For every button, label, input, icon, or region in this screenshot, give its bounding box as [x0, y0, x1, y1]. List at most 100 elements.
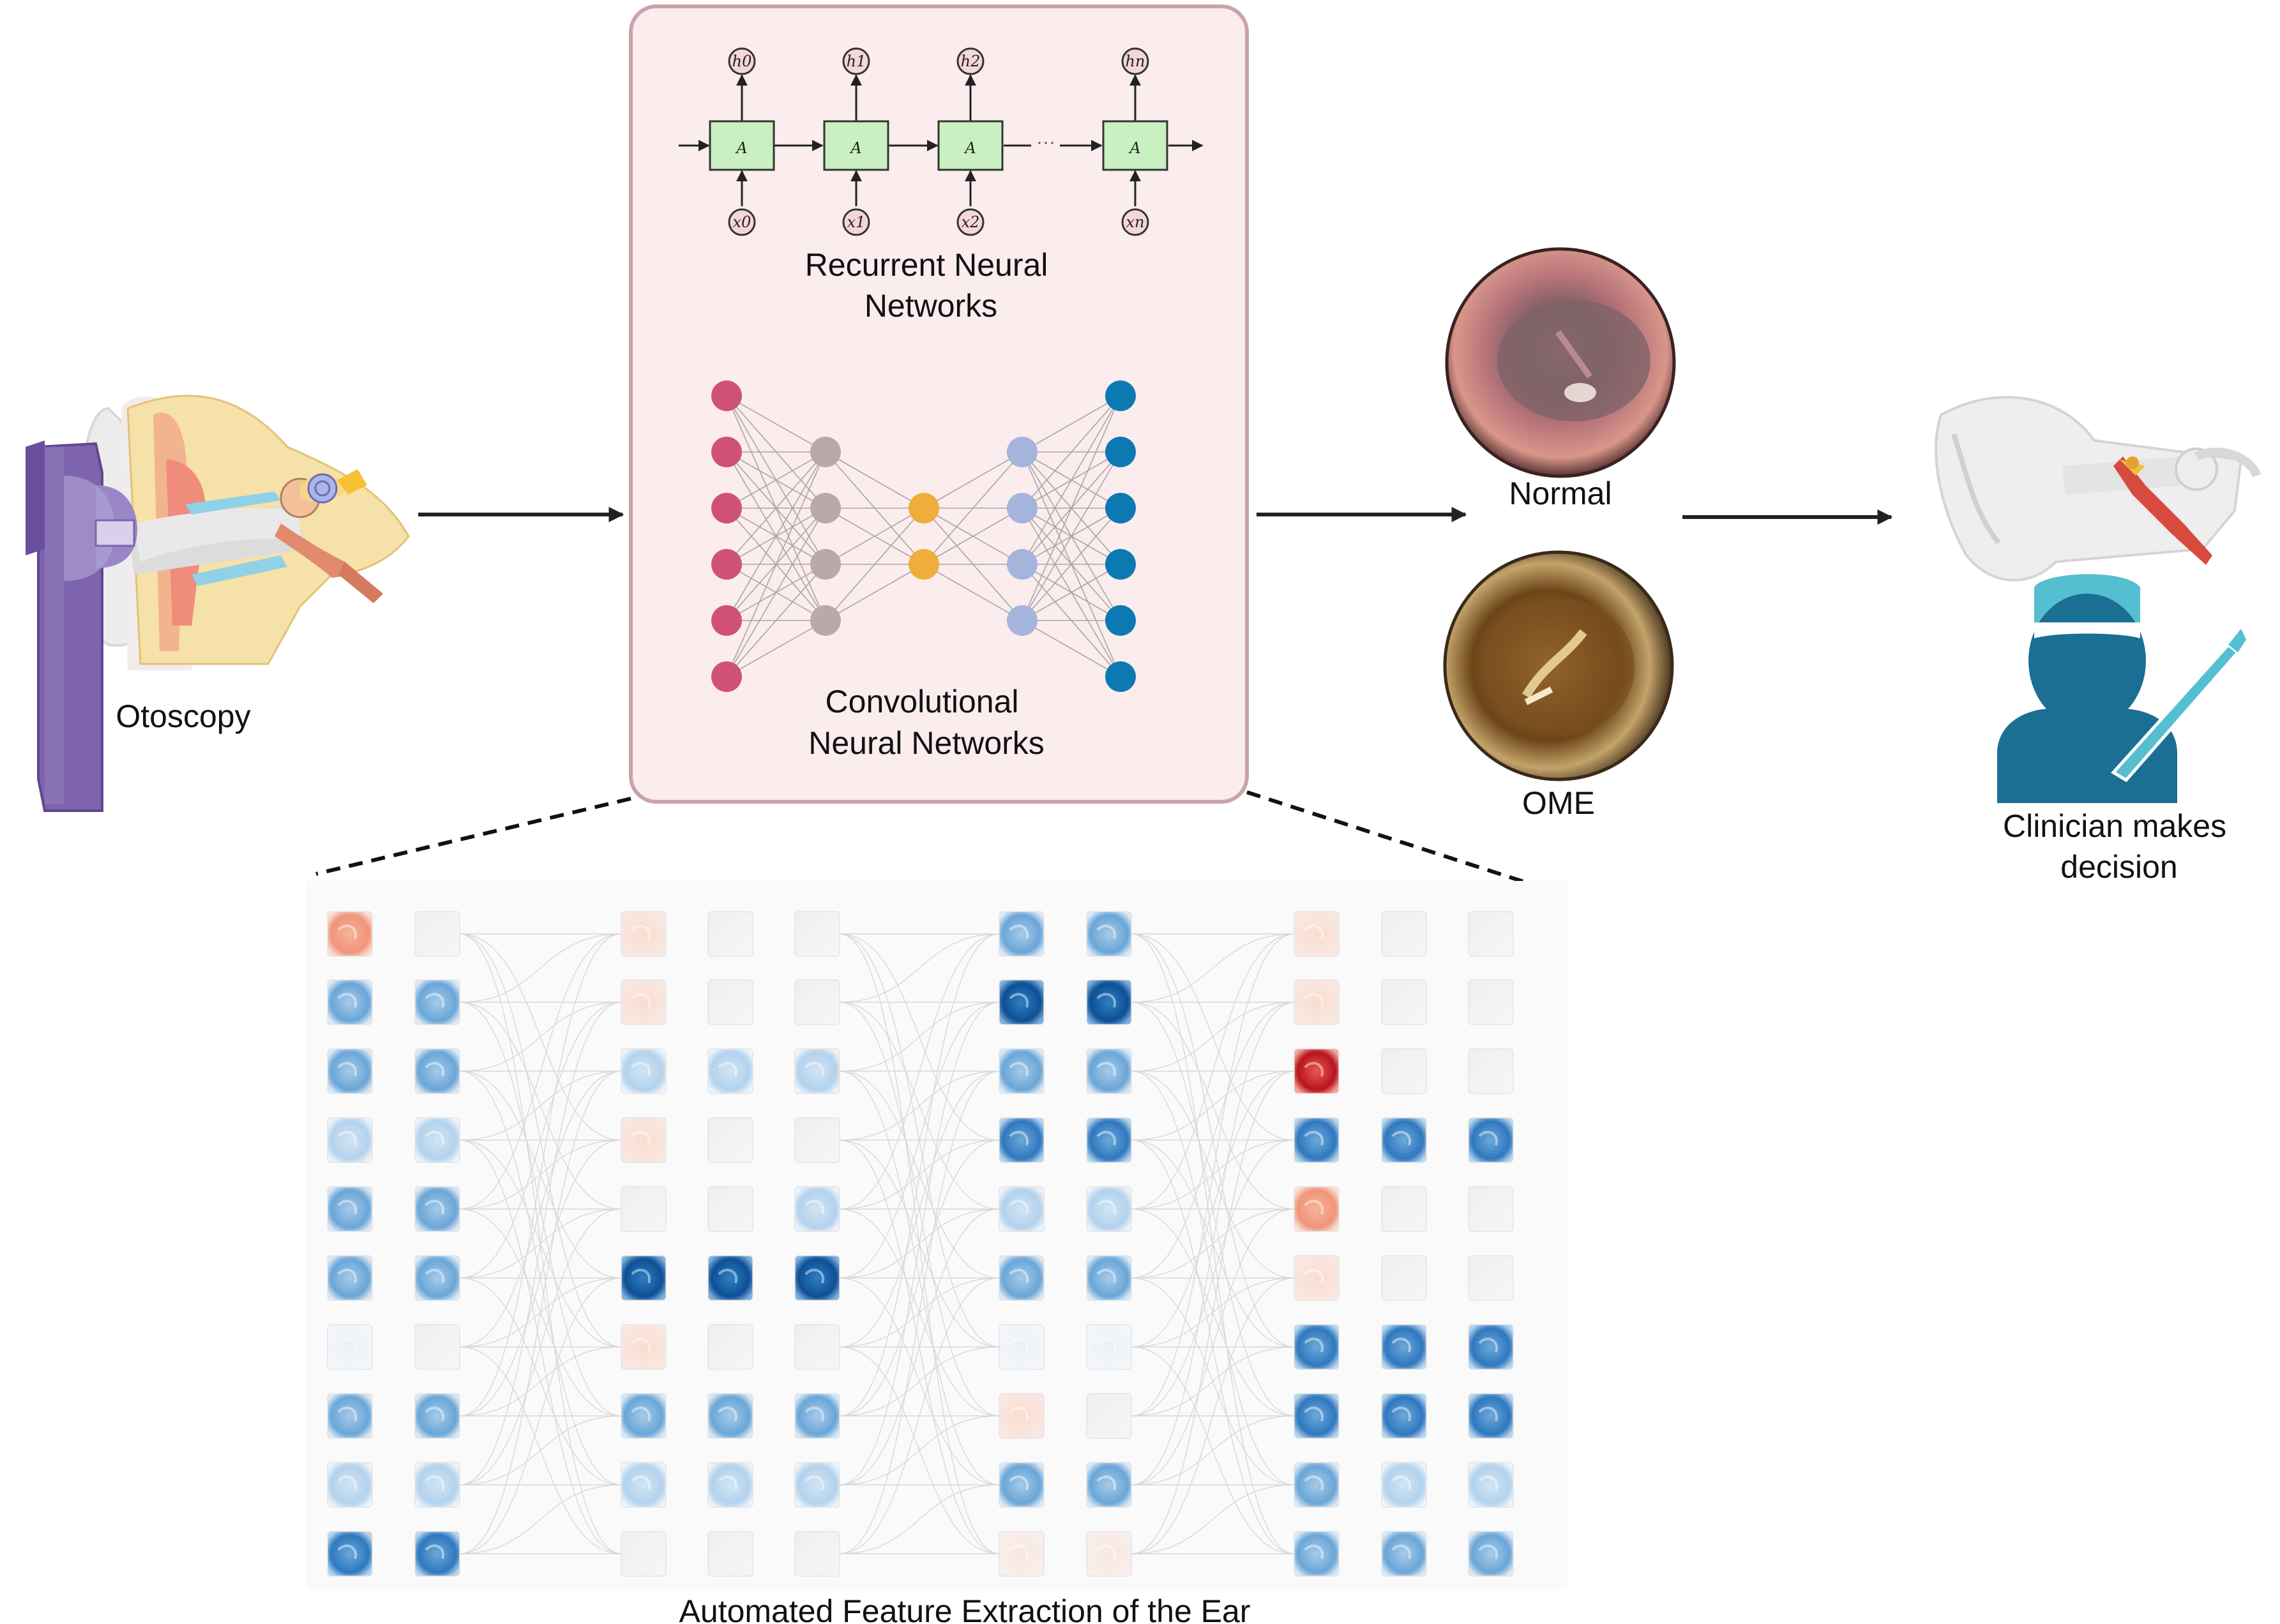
- feature-map-texture: [631, 1131, 651, 1146]
- feature-map-tile: [1294, 1393, 1340, 1439]
- feature-map-texture: [1304, 1406, 1324, 1422]
- feature-map-texture: [1304, 1337, 1324, 1353]
- feature-map-tile: [1381, 1531, 1427, 1577]
- feature-map-tile: [414, 911, 460, 957]
- feature-map-tile: [1381, 1117, 1427, 1163]
- cnn-node: [1007, 605, 1038, 636]
- svg-text:x2: x2: [962, 213, 980, 231]
- feature-map-tile: [621, 979, 667, 1025]
- feature-map-tile: [707, 1117, 753, 1163]
- feature-map-texture: [718, 1062, 738, 1077]
- cnn-node: [1007, 493, 1038, 523]
- cnn-edge: [923, 564, 1023, 621]
- feature-map-tile: [999, 1462, 1045, 1508]
- feature-map-tile: [999, 1186, 1045, 1232]
- feature-map-tile: [414, 1393, 460, 1439]
- cnn-node: [1105, 549, 1136, 580]
- feature-map-tile: [1086, 911, 1132, 957]
- feature-map-tile: [414, 1324, 460, 1370]
- feature-map-tile: [1086, 1255, 1132, 1301]
- feature-map-texture: [1009, 1199, 1029, 1215]
- feature-map-texture: [631, 924, 651, 940]
- feature-map-texture: [337, 993, 358, 1008]
- feature-connection: [1131, 933, 1295, 1210]
- feature-connection: [1131, 1139, 1295, 1417]
- feature-map-texture: [804, 1475, 825, 1491]
- feature-connection: [459, 1415, 622, 1485]
- cnn-node: [711, 605, 742, 636]
- cnn-edge: [1022, 395, 1121, 621]
- cnn-edges: [726, 395, 1121, 677]
- feature-connection: [1131, 1002, 1295, 1279]
- feature-connection: [1131, 933, 1295, 1417]
- feature-map-texture: [1391, 1406, 1412, 1422]
- feature-map-texture: [631, 1337, 651, 1353]
- feature-map-texture: [1304, 1062, 1324, 1077]
- flow-arrows: [418, 507, 1893, 525]
- cnn-node: [810, 605, 841, 636]
- feature-map-tile: [1086, 1186, 1132, 1232]
- feature-map-tile: [621, 1531, 667, 1577]
- feature-map-tile: [1468, 1255, 1514, 1301]
- cnn-node: [711, 437, 742, 467]
- feature-map-texture: [804, 1406, 825, 1422]
- feature-map-texture: [337, 1199, 358, 1215]
- feature-map-texture: [425, 1062, 445, 1077]
- feature-map-texture: [425, 993, 445, 1008]
- feature-map-tile: [1381, 1255, 1427, 1301]
- feature-map-tile: [1086, 979, 1132, 1025]
- feature-map-texture: [1009, 924, 1029, 940]
- feature-map-texture: [1096, 1062, 1117, 1077]
- feature-map-texture: [804, 1268, 825, 1284]
- cnn-edge: [726, 451, 826, 621]
- feature-map-tile: [1294, 911, 1340, 957]
- feature-connection: [839, 1208, 1000, 1485]
- feature-grid-connections: [459, 933, 1295, 1554]
- feature-map-tile: [707, 911, 753, 957]
- feature-connection: [459, 933, 622, 1417]
- feature-map-tile: [999, 1324, 1045, 1370]
- feature-connection: [459, 1484, 622, 1554]
- feature-map-tile: [707, 1531, 753, 1577]
- feature-map-tile: [621, 1393, 667, 1439]
- feature-connection: [459, 1071, 622, 1348]
- feature-map-tile: [414, 1462, 460, 1508]
- feature-map-texture: [425, 1406, 445, 1422]
- feature-map-texture: [631, 1475, 651, 1491]
- feature-connection: [1131, 1277, 1295, 1554]
- cnn-edge: [1022, 395, 1121, 509]
- feature-map-texture: [337, 1544, 358, 1560]
- feature-connection: [839, 1002, 1000, 1279]
- rnn-ellipsis: ···: [1036, 132, 1055, 153]
- feature-map-grid: [327, 911, 1514, 1577]
- feature-map-tile: [414, 1186, 460, 1232]
- feature-map-tile: [414, 1117, 460, 1163]
- feature-map-tile: [1468, 911, 1514, 957]
- feature-map-tile: [999, 1117, 1045, 1163]
- feature-connection: [839, 933, 1000, 1417]
- feature-connection: [459, 1071, 622, 1141]
- svg-text:h0: h0: [732, 52, 752, 70]
- cnn-node: [909, 493, 939, 523]
- cnn-node: [1007, 549, 1038, 580]
- feature-map-texture: [1478, 1544, 1499, 1560]
- feature-map-texture: [1391, 1131, 1412, 1146]
- cnn-node: [1105, 437, 1136, 467]
- feature-map-tile: [999, 911, 1045, 957]
- feature-map-texture: [1096, 1131, 1117, 1146]
- feature-map-tile: [794, 1255, 840, 1301]
- feature-map-texture: [1096, 1199, 1117, 1215]
- cnn-edge: [825, 508, 925, 565]
- svg-text:h1: h1: [847, 52, 866, 70]
- feature-map-texture: [1009, 1337, 1029, 1353]
- feature-map-tile: [1294, 1531, 1340, 1577]
- feature-map-tile: [1086, 1393, 1132, 1439]
- feature-map-tile: [621, 1117, 667, 1163]
- otoscopy-label: Otoscopy: [116, 698, 250, 734]
- feature-connection: [839, 933, 1000, 1210]
- feature-map-texture: [1391, 1475, 1412, 1491]
- feature-connection: [839, 1071, 1000, 1141]
- feature-map-tile: [327, 1531, 373, 1577]
- feature-map-texture: [337, 1475, 358, 1491]
